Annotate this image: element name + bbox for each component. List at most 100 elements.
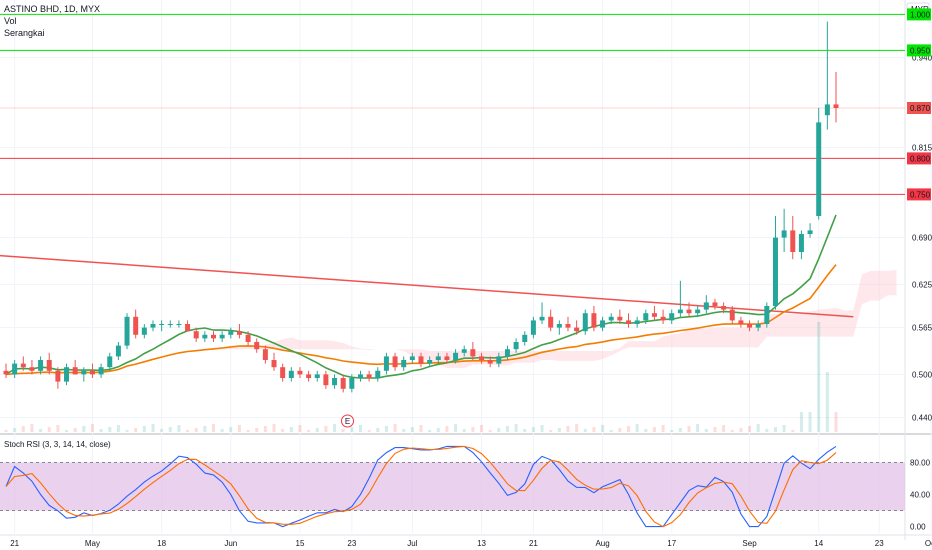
candle-body[interactable] — [366, 374, 372, 378]
candle-body[interactable] — [357, 374, 363, 378]
candle-body[interactable] — [513, 342, 519, 350]
candle-body[interactable] — [738, 320, 744, 324]
candle-body[interactable] — [159, 324, 165, 325]
candle-body[interactable] — [254, 342, 260, 350]
price-marker-badge[interactable] — [907, 152, 931, 165]
candle-body[interactable] — [634, 320, 640, 324]
candle-body[interactable] — [626, 320, 631, 324]
candle-body[interactable] — [772, 237, 778, 306]
candle-body[interactable] — [747, 324, 753, 328]
candle-body[interactable] — [383, 356, 389, 371]
candle-body[interactable] — [55, 370, 61, 382]
candle-body[interactable] — [574, 327, 580, 332]
legend-vol[interactable]: Vol — [4, 16, 17, 26]
candle-body[interactable] — [582, 313, 588, 332]
candle-body[interactable] — [314, 374, 320, 378]
candle-body[interactable] — [349, 378, 355, 389]
candle-body[interactable] — [409, 356, 415, 360]
candle-body[interactable] — [167, 324, 173, 325]
candle-body[interactable] — [236, 331, 242, 335]
candle-body[interactable] — [211, 334, 216, 339]
candle-body[interactable] — [401, 360, 407, 368]
earnings-marker[interactable] — [341, 414, 355, 428]
candle-body[interactable] — [124, 316, 130, 346]
candle-body[interactable] — [288, 370, 294, 378]
time-axis[interactable]: 21May18Jun1523Jul1321Aug17Sep1423Oct1220 — [0, 534, 932, 548]
candle-body[interactable] — [539, 316, 545, 321]
stoch-rsi-pane[interactable] — [0, 445, 905, 528]
candle-body[interactable] — [833, 104, 839, 108]
candle-body[interactable] — [38, 360, 44, 371]
candlestick-series[interactable] — [3, 21, 839, 393]
candle-body[interactable] — [185, 324, 191, 332]
candle-body[interactable] — [755, 324, 761, 328]
price-level-lines[interactable] — [0, 13, 905, 195]
candle-body[interactable] — [548, 316, 554, 328]
candle-body[interactable] — [150, 324, 156, 328]
candle-body[interactable] — [816, 122, 822, 216]
candle-body[interactable] — [824, 104, 830, 116]
candle-body[interactable] — [306, 374, 312, 378]
candle-body[interactable] — [418, 356, 424, 364]
candle-body[interactable] — [219, 334, 225, 339]
candle-body[interactable] — [565, 324, 571, 328]
price-marker-badge[interactable] — [907, 102, 931, 114]
candle-body[interactable] — [228, 331, 234, 335]
candle-body[interactable] — [3, 370, 9, 375]
candle-body[interactable] — [556, 324, 562, 328]
candle-body[interactable] — [193, 331, 199, 339]
candle-body[interactable] — [176, 324, 182, 325]
candle-body[interactable] — [487, 360, 493, 364]
price-marker-badge[interactable] — [907, 44, 931, 57]
candle-body[interactable] — [651, 313, 657, 317]
candle-body[interactable] — [98, 367, 104, 375]
candle-body[interactable] — [375, 370, 381, 378]
candle-body[interactable] — [600, 320, 606, 328]
candle-body[interactable] — [522, 334, 528, 342]
candle-body[interactable] — [444, 356, 450, 360]
candle-body[interactable] — [721, 306, 727, 310]
candle-body[interactable] — [12, 363, 18, 375]
candle-body[interactable] — [340, 378, 346, 389]
candle-body[interactable] — [695, 309, 701, 314]
candle-body[interactable] — [591, 313, 597, 328]
candle-body[interactable] — [677, 309, 683, 314]
candle-body[interactable] — [202, 334, 208, 339]
candle-body[interactable] — [643, 313, 649, 321]
candle-body[interactable] — [764, 306, 770, 324]
candle-body[interactable] — [392, 356, 398, 368]
candle-body[interactable] — [608, 316, 614, 321]
candle-body[interactable] — [453, 352, 459, 360]
candle-body[interactable] — [20, 363, 26, 368]
candle-body[interactable] — [617, 316, 623, 321]
candle-body[interactable] — [64, 367, 70, 382]
candle-body[interactable] — [686, 309, 692, 314]
candle-body[interactable] — [72, 367, 78, 375]
price-marker-badge[interactable] — [907, 188, 931, 201]
candle-body[interactable] — [496, 356, 502, 364]
candle-body[interactable] — [729, 309, 735, 321]
candle-body[interactable] — [133, 316, 139, 335]
candle-body[interactable] — [807, 230, 813, 234]
earnings-markers[interactable]: EE — [341, 414, 932, 428]
price-marker-badge[interactable] — [907, 8, 931, 21]
candle-body[interactable] — [427, 360, 433, 364]
candle-body[interactable] — [530, 320, 536, 335]
candle-body[interactable] — [660, 316, 666, 321]
candle-body[interactable] — [115, 345, 121, 357]
candle-body[interactable] — [323, 374, 329, 386]
candle-body[interactable] — [245, 334, 251, 342]
candle-body[interactable] — [89, 370, 95, 375]
candle-body[interactable] — [271, 360, 277, 368]
candle-body[interactable] — [141, 327, 147, 335]
candle-body[interactable] — [280, 367, 286, 378]
candle-body[interactable] — [81, 370, 87, 375]
candle-body[interactable] — [669, 313, 675, 321]
candle-body[interactable] — [712, 302, 718, 306]
price-axis[interactable]: 0.4400.5000.5650.6250.6900.8150.940MYR0.… — [906, 2, 932, 532]
candle-body[interactable] — [332, 378, 338, 386]
candle-body[interactable] — [461, 349, 467, 353]
candle-body[interactable] — [435, 356, 441, 360]
legend-serangkai[interactable]: Serangkai — [4, 28, 45, 38]
